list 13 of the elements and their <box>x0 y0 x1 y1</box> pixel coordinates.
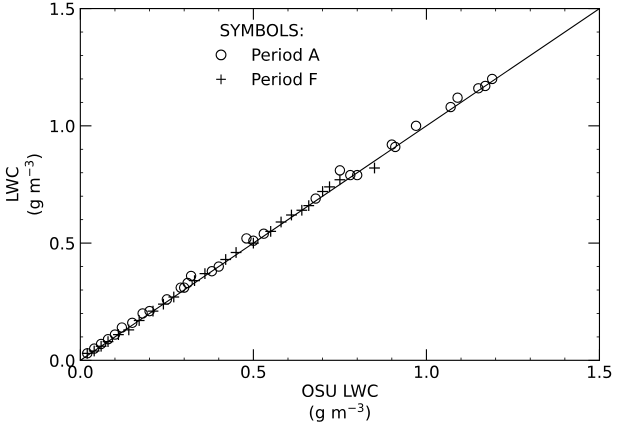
legend-title: SYMBOLS: <box>220 24 303 36</box>
x-tick-label: 1.0 <box>415 366 439 378</box>
legend-label: Period A <box>252 48 320 61</box>
x-tick-label: 1.5 <box>588 366 612 378</box>
y-tick-label: 1.0 <box>50 120 74 132</box>
y-axis-title: LWC (g m$^{−3}$) <box>6 154 44 215</box>
legend-label: Period F <box>252 72 317 86</box>
x-tick-label: 0.0 <box>68 366 92 378</box>
x-tick-label: 0.5 <box>241 366 266 378</box>
y-tick-label: 0.0 <box>50 354 74 367</box>
y-tick-label: 1.5 <box>50 2 74 16</box>
y-tick-label: 0.5 <box>50 237 74 250</box>
x-axis-title: OSU LWC (g m$^{−3}$) <box>302 384 378 422</box>
